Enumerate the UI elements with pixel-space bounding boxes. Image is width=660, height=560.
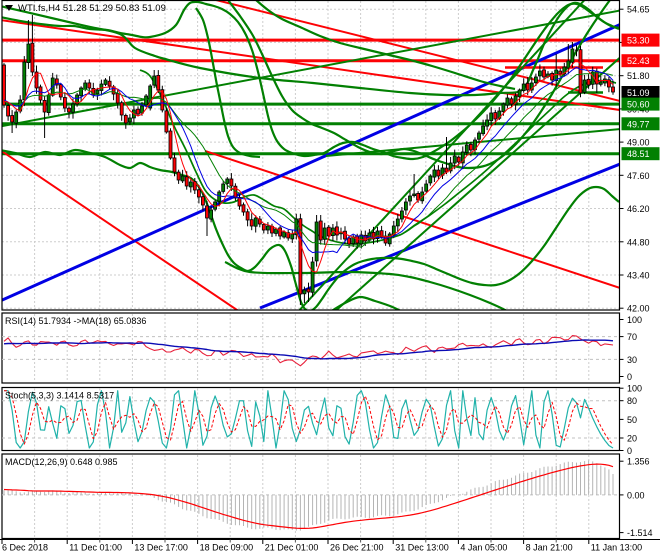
svg-text:46.20: 46.20 [627,204,650,214]
svg-text:0.00: 0.00 [627,490,645,500]
svg-text:47.60: 47.60 [627,171,650,181]
svg-text:51.09: 51.09 [627,88,650,98]
svg-text:49.00: 49.00 [627,138,650,148]
svg-text:21 Dec 01:00: 21 Dec 01:00 [265,543,319,553]
svg-text:0: 0 [627,446,632,456]
svg-text:44.80: 44.80 [627,237,650,247]
svg-text:26 Dec 21:00: 26 Dec 21:00 [330,543,384,553]
svg-text:20: 20 [627,434,637,444]
svg-text:100: 100 [627,384,642,394]
svg-text:1.356: 1.356 [627,457,650,467]
svg-text:80: 80 [627,396,637,406]
svg-text:100: 100 [627,315,642,325]
svg-text:-1.514: -1.514 [627,528,653,538]
svg-text:53.30: 53.30 [627,36,650,46]
svg-text:48.51: 48.51 [627,149,650,159]
svg-text:11 Dec 01:00: 11 Dec 01:00 [69,543,122,553]
svg-text:54.65: 54.65 [627,5,650,15]
svg-text:6 Dec 2018: 6 Dec 2018 [2,543,48,553]
svg-text:30: 30 [627,355,637,365]
svg-text:WTI.fs,H4 51.28 51.29 50.83 5: WTI.fs,H4 51.28 51.29 50.83 51.09 [18,3,166,14]
svg-text:RSI(14) 51.7934 ->MA(18) 65.0: RSI(14) 51.7934 ->MA(18) 65.0836 [5,316,146,326]
svg-text:70: 70 [627,332,637,342]
svg-text:4 Jan 05:00: 4 Jan 05:00 [460,543,507,553]
svg-text:0: 0 [627,372,632,382]
svg-text:42.00: 42.00 [627,304,650,314]
svg-text:11 Jan 13:00: 11 Jan 13:00 [591,543,642,553]
svg-text:31 Dec 13:00: 31 Dec 13:00 [395,543,449,553]
svg-text:50.60: 50.60 [627,100,650,110]
svg-text:50: 50 [627,415,637,425]
svg-text:13 Dec 17:00: 13 Dec 17:00 [134,543,188,553]
svg-text:Stoch(5,3,3) 3.1414 8.5317: Stoch(5,3,3) 3.1414 8.5317 [5,391,114,401]
svg-text:18 Dec 09:00: 18 Dec 09:00 [200,543,254,553]
svg-text:MACD(12,26,9) 0.648 0.985: MACD(12,26,9) 0.648 0.985 [5,457,118,467]
svg-text:51.80: 51.80 [627,71,650,81]
svg-text:52.43: 52.43 [627,56,650,66]
svg-text:49.77: 49.77 [627,119,650,129]
svg-text:8 Jan 21:00: 8 Jan 21:00 [526,543,573,553]
svg-text:43.40: 43.40 [627,271,650,281]
